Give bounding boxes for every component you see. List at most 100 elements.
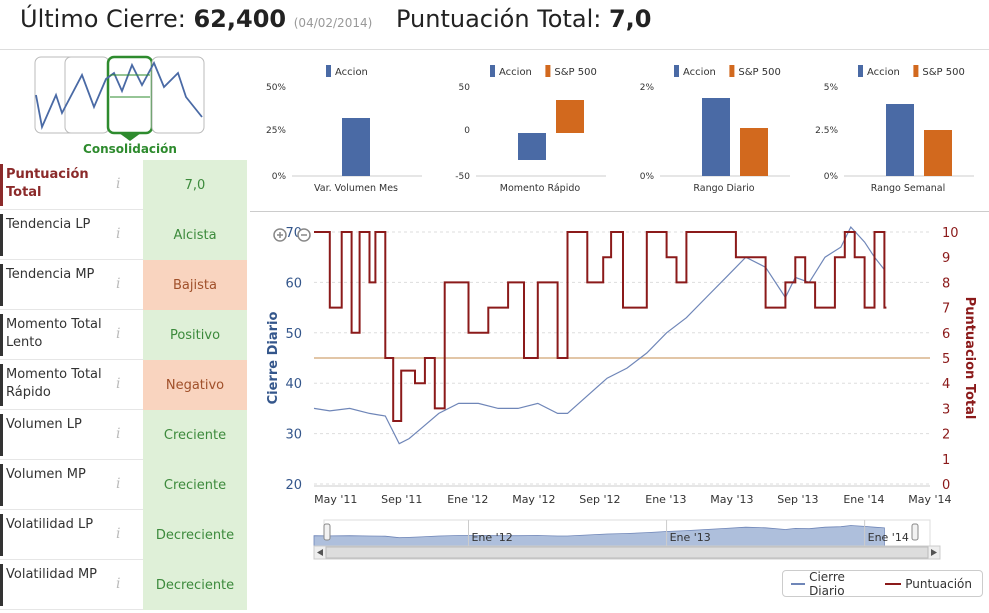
indicator-row: Volatilidad LP i Decreciente	[0, 510, 247, 560]
zoom-in-icon[interactable]	[273, 228, 287, 242]
last-close: Último Cierre: 62,400 (04/02/2014)	[20, 5, 372, 33]
legend-swatch-score	[885, 582, 902, 585]
indicator-row: Volatilidad MP i Decreciente	[0, 560, 247, 610]
mini-tick-label: 2%	[640, 83, 655, 93]
row-marker	[0, 314, 3, 356]
y-right-tick: 8	[942, 276, 950, 291]
mini-chart-label: Rango Semanal	[871, 183, 946, 194]
legend-swatch-close	[791, 582, 806, 585]
mini-bar	[924, 130, 952, 176]
navigator-series	[313, 525, 885, 547]
legend-item-close[interactable]: Cierre Diario	[791, 570, 875, 598]
y-right-tick: 9	[942, 251, 950, 266]
navigator-handle-right[interactable]	[911, 523, 919, 541]
mini-legend-label: Accion	[683, 67, 716, 78]
mini-tick-label: 2.5%	[815, 126, 838, 136]
pattern-label: Consolidación	[83, 142, 177, 156]
indicator-row: Tendencia LP i Alcista	[0, 210, 247, 260]
zoom-out-icon[interactable]	[297, 228, 311, 242]
mini-legend-label: S&P 500	[738, 67, 780, 78]
scroll-left-arrow-icon[interactable]	[317, 549, 323, 556]
x-tick-label: Ene '13	[645, 493, 686, 506]
total-score: Puntuación Total: 7,0	[396, 5, 651, 33]
indicator-name: Volumen LP	[6, 417, 82, 432]
indicator-value: Negativo	[143, 360, 247, 410]
legend-item-score[interactable]: Puntuación	[885, 577, 972, 591]
pattern-line	[35, 60, 203, 131]
info-icon[interactable]: i	[116, 576, 121, 592]
mini-legend-label: Accion	[867, 67, 900, 78]
indicator-name: Volatilidad MP	[6, 567, 98, 582]
indicator-row: Volumen MP i Creciente	[0, 460, 247, 510]
mini-chart-4: Accion S&P 500 5% 2.5% 0% Rango Semanal	[815, 65, 974, 194]
info-icon[interactable]: i	[116, 376, 121, 392]
indicator-name: Momento Total Rápido	[6, 367, 102, 400]
pattern-thumbnails[interactable]	[34, 55, 214, 160]
mini-tick-label: -50	[455, 172, 470, 182]
legend-label-score: Puntuación	[905, 576, 972, 591]
indicator-row: Puntuación Total i 7,0	[0, 160, 247, 210]
mini-legend-label: Accion	[335, 67, 368, 78]
y-left-tick: 30	[285, 428, 302, 443]
info-icon[interactable]: i	[116, 526, 121, 542]
mini-tick-label: 5%	[824, 83, 839, 93]
indicator-value: Decreciente	[143, 560, 247, 610]
mini-tick-label: 0%	[824, 172, 839, 182]
navigator-handle-left[interactable]	[323, 523, 331, 541]
y-right-tick: 5	[942, 352, 950, 367]
mini-tick-label: 0%	[640, 172, 655, 182]
info-icon[interactable]: i	[116, 176, 121, 192]
pattern-selected-pointer	[119, 133, 141, 141]
indicator-table: Puntuación Total i 7,0 Tendencia LP i Alcista…	[0, 160, 247, 610]
pattern-thumb-4[interactable]	[151, 56, 205, 134]
x-tick-label: Sep '13	[777, 493, 818, 506]
mini-bar-charts: Accion 50% 25% 0% Var. Volumen Mes Accion S&P …	[266, 65, 974, 194]
mini-legend-swatch	[729, 65, 735, 77]
scrollbar-thumb[interactable]	[325, 546, 929, 559]
info-icon[interactable]: i	[116, 226, 121, 242]
x-tick-label: May '12	[512, 493, 555, 506]
row-marker	[0, 164, 3, 206]
indicator-value: 7,0	[143, 160, 247, 210]
info-icon[interactable]: i	[116, 276, 121, 292]
mini-tick-label: 25%	[266, 126, 286, 136]
mini-chart-1: Accion 50% 25% 0% Var. Volumen Mes	[266, 65, 422, 194]
x-tick-label: May '14	[908, 493, 951, 506]
y-left-tick: 40	[285, 377, 302, 392]
mini-legend-swatch	[858, 65, 863, 77]
indicator-name: Volumen MP	[6, 467, 86, 482]
x-tick-label: Ene '14	[843, 493, 884, 506]
total-score-label: Puntuación Total:	[396, 5, 602, 33]
x-tick-label: Sep '12	[579, 493, 620, 506]
row-marker	[0, 264, 3, 306]
row-marker	[0, 514, 3, 556]
indicator-value: Positivo	[143, 310, 247, 360]
y-left-tick: 20	[285, 478, 302, 493]
indicator-row: Momento Total Lento i Positivo	[0, 310, 247, 360]
mini-legend-label: S&P 500	[922, 67, 964, 78]
indicator-name: Momento Total Lento	[6, 317, 102, 350]
indicator-name: Tendencia LP	[6, 217, 91, 232]
y-right-tick: 2	[942, 428, 950, 443]
mini-chart-label: Rango Diario	[693, 183, 754, 194]
mini-legend-label: S&P 500	[554, 67, 596, 78]
mini-bar	[886, 104, 914, 176]
mini-tick-label: 50%	[266, 83, 286, 93]
mini-bar	[342, 118, 370, 176]
mini-legend-swatch	[490, 65, 495, 77]
indicator-name: Tendencia MP	[6, 267, 95, 282]
info-icon[interactable]: i	[116, 426, 121, 442]
indicator-row: Tendencia MP i Bajista	[0, 260, 247, 310]
row-marker	[0, 364, 3, 406]
info-icon[interactable]: i	[116, 326, 121, 342]
y-right-tick: 7	[942, 302, 950, 317]
scroll-right-arrow-icon[interactable]	[931, 549, 937, 556]
mini-chart-2: Accion S&P 500 50 0 -50 Momento Rápido	[455, 65, 606, 194]
chart-legend: Cierre Diario Puntuación	[782, 570, 983, 598]
last-close-date: (04/02/2014)	[293, 16, 373, 30]
mini-legend-swatch	[545, 65, 551, 77]
indicator-value: Bajista	[143, 260, 247, 310]
info-icon[interactable]: i	[116, 476, 121, 492]
indicator-value: Creciente	[143, 460, 247, 510]
